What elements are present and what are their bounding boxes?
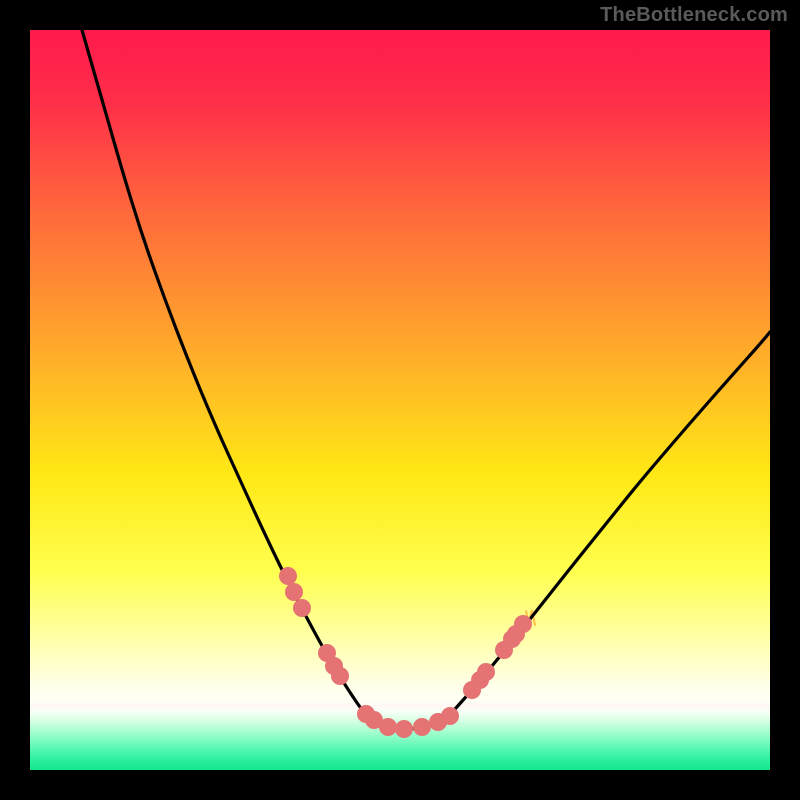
data-marker xyxy=(514,615,532,633)
data-marker xyxy=(477,663,495,681)
curve-right xyxy=(445,332,770,720)
data-markers xyxy=(279,567,532,738)
data-marker xyxy=(285,583,303,601)
plot-area xyxy=(30,30,770,770)
data-marker xyxy=(441,707,459,725)
data-marker xyxy=(395,720,413,738)
curve-left xyxy=(82,30,370,720)
chart-overlay xyxy=(30,30,770,770)
data-marker xyxy=(293,599,311,617)
data-marker xyxy=(413,718,431,736)
data-marker xyxy=(379,718,397,736)
data-marker xyxy=(279,567,297,585)
attribution-text: TheBottleneck.com xyxy=(600,4,788,27)
data-marker xyxy=(331,667,349,685)
